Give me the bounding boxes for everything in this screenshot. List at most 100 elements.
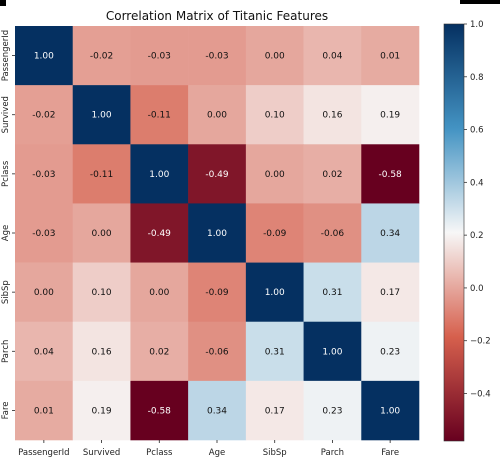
heatmap-cell-label: 0.34 — [207, 406, 227, 416]
heatmap-cell-label: 0.23 — [380, 347, 400, 357]
heatmap-cell — [130, 321, 189, 382]
heatmap-cell — [15, 85, 74, 145]
row-label: SibSp — [1, 280, 11, 304]
heatmap-cell-label: 0.23 — [322, 406, 342, 416]
heatmap-cell-label: -0.03 — [148, 52, 171, 62]
heatmap-cell-label: 0.00 — [207, 111, 227, 121]
heatmap-cell-label: -0.06 — [321, 229, 345, 239]
heatmap-cell — [15, 203, 74, 263]
heatmap-cell-label: 0.10 — [92, 288, 112, 298]
colorbar-scale — [443, 23, 465, 442]
heatmap-cell-label: -0.06 — [205, 347, 229, 357]
heatmap-cell-label: -0.03 — [32, 170, 55, 180]
colorbar-tick-label: −0.4 — [470, 389, 491, 399]
heatmap-cell — [15, 262, 74, 323]
heatmap-cell — [303, 85, 362, 145]
heatmap-cell-label: -0.58 — [378, 170, 402, 180]
heatmap-cell — [361, 262, 420, 323]
colorbar: −0.4 −0.2 0.0 0.2 0.4 0.6 0.8 1.0 — [443, 20, 491, 442]
heatmap-cell — [361, 144, 420, 204]
heatmap-cell — [15, 26, 74, 86]
heatmap-cell-label: 0.17 — [380, 288, 400, 298]
heatmap-cell-label: -0.49 — [205, 170, 229, 180]
colorbar-tick-label: 0.0 — [470, 284, 484, 294]
heatmap-cell-label: 0.17 — [265, 406, 285, 416]
heatmap-cell — [130, 85, 189, 145]
heatmap-cell — [303, 203, 362, 263]
heatmap-cell — [303, 26, 362, 86]
heatmap-cell-label: 0.02 — [149, 347, 169, 357]
heatmap-cell-label: 0.01 — [380, 52, 400, 62]
heatmap-cell-label: -0.09 — [205, 288, 229, 298]
heatmap-cell — [303, 262, 362, 323]
heatmap-cell-label: 1.00 — [207, 229, 227, 239]
row-label: Pclass — [1, 160, 11, 187]
heatmap-cell — [130, 26, 189, 86]
heatmap-cell-label: 0.31 — [322, 288, 342, 298]
top-right-edge-bar — [460, 0, 500, 4]
column-label: Survived — [83, 448, 120, 458]
heatmap-cell-label: 0.16 — [92, 347, 112, 357]
heatmap-cell — [245, 321, 304, 382]
heatmap-tick-labels: PassengerId Survived Pclass Age SibSp Parch Fa… — [1, 30, 399, 458]
heatmap-cell — [15, 144, 74, 204]
heatmap-cell-label: -0.03 — [205, 52, 228, 62]
row-label: Survived — [1, 96, 11, 133]
heatmap-cell-label: 0.19 — [92, 406, 112, 416]
heatmap-cell — [245, 203, 304, 263]
heatmap-cell — [188, 144, 247, 204]
colorbar-tick-label: 0.2 — [470, 231, 484, 241]
heatmap-cell — [130, 203, 189, 263]
heatmap-grid: 1.00 -0.02 -0.03 -0.03 0.00 0.04 0.01 -0.02 1.00… — [15, 26, 420, 441]
heatmap-cell — [361, 85, 420, 145]
heatmap-cell-label: 0.31 — [265, 347, 285, 357]
row-label: Parch — [1, 340, 11, 363]
heatmap-cell — [15, 380, 74, 441]
heatmap-cell-label: -0.02 — [90, 52, 113, 62]
colorbar-tick-label: −0.2 — [470, 337, 491, 347]
row-label: Age — [1, 225, 11, 241]
heatmap-cell-label: -0.11 — [90, 170, 113, 180]
column-label: Pclass — [146, 448, 173, 458]
heatmap-cell-label: 0.19 — [380, 111, 400, 121]
heatmap-cell — [245, 262, 304, 323]
colorbar-tick-label: 0.4 — [470, 178, 484, 188]
heatmap-cell-label: 1.00 — [322, 347, 342, 357]
heatmap-cell — [361, 26, 420, 86]
heatmap-cell-label: 0.01 — [34, 406, 54, 416]
heatmap-cell — [72, 262, 131, 323]
heatmap-cell — [72, 144, 131, 204]
heatmap-cell — [72, 321, 131, 382]
heatmap-cell-label: 0.34 — [380, 229, 400, 239]
heatmap-cell-label: 0.00 — [265, 170, 285, 180]
heatmap-cell-label: -0.11 — [148, 111, 171, 121]
heatmap-cell-label: 0.02 — [322, 170, 342, 180]
heatmap-cell — [303, 144, 362, 204]
heatmap-cell-label: 1.00 — [149, 170, 169, 180]
heatmap-cell-label: 0.04 — [322, 52, 342, 62]
heatmap-cell — [188, 321, 247, 382]
row-label: PassengerId — [1, 30, 11, 81]
heatmap-cell-label: 1.00 — [380, 406, 400, 416]
heatmap-cell — [361, 380, 420, 441]
heatmap-cell-label: 0.00 — [34, 288, 54, 298]
heatmap-cell-label: 0.00 — [265, 52, 285, 62]
top-left-corner-mark — [0, 0, 6, 6]
heatmap-cell-label: 0.16 — [322, 111, 342, 121]
colorbar-tick-label: 1.0 — [470, 20, 484, 30]
heatmap-cell — [130, 380, 189, 441]
heatmap-cell-label: -0.49 — [148, 229, 172, 239]
heatmap-cell-label: 1.00 — [265, 288, 285, 298]
heatmap-cell — [245, 85, 304, 145]
heatmap-cell — [72, 85, 131, 145]
heatmap-cell-label: 1.00 — [92, 111, 112, 121]
heatmap-cell-label: 0.04 — [34, 347, 54, 357]
heatmap-cell-label: 0.00 — [149, 288, 169, 298]
heatmap-cell — [245, 26, 304, 86]
colorbar-tick-label: 0.6 — [470, 126, 484, 136]
heatmap-cell — [361, 321, 420, 382]
heatmap-cell — [245, 380, 304, 441]
column-label: Fare — [381, 448, 399, 458]
heatmap-cell-label: -0.58 — [148, 406, 172, 416]
